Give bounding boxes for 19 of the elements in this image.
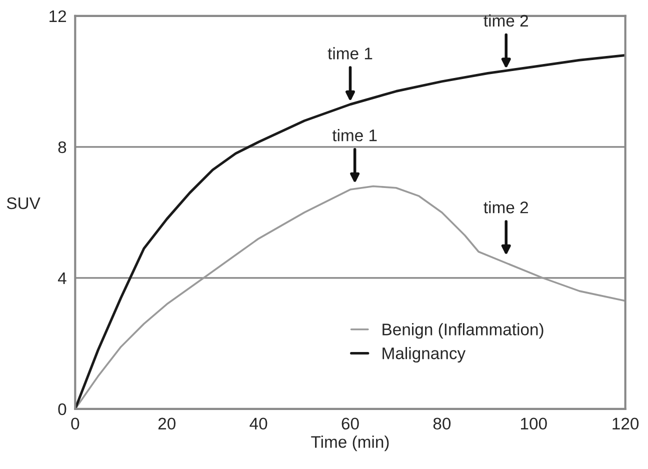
annotation: time 1 (328, 47, 372, 60)
x-tick-label: 100 (520, 418, 547, 430)
x-tick-label: 0 (71, 418, 80, 430)
legend-label: Benign (Inflammation) (382, 323, 544, 339)
annotation: time 1 (332, 129, 377, 142)
y-tick-label: 4 (58, 272, 66, 284)
annotation: time 2 (484, 201, 528, 214)
y-axis-title: SUV (6, 197, 40, 210)
y-tick-label: 0 (58, 403, 66, 416)
x-tick-label: 80 (433, 418, 451, 430)
x-tick-label: 60 (342, 418, 359, 430)
legend-label: Malignancy (382, 346, 466, 363)
y-tick-label: 8 (58, 141, 66, 154)
annotation: time 2 (484, 14, 528, 27)
y-tick-label: 12 (50, 10, 66, 22)
x-axis-title: Time (min) (311, 436, 389, 452)
x-tick-label: 120 (612, 418, 639, 430)
x-tick-label: 40 (250, 418, 268, 430)
x-tick-label: 20 (158, 418, 176, 430)
